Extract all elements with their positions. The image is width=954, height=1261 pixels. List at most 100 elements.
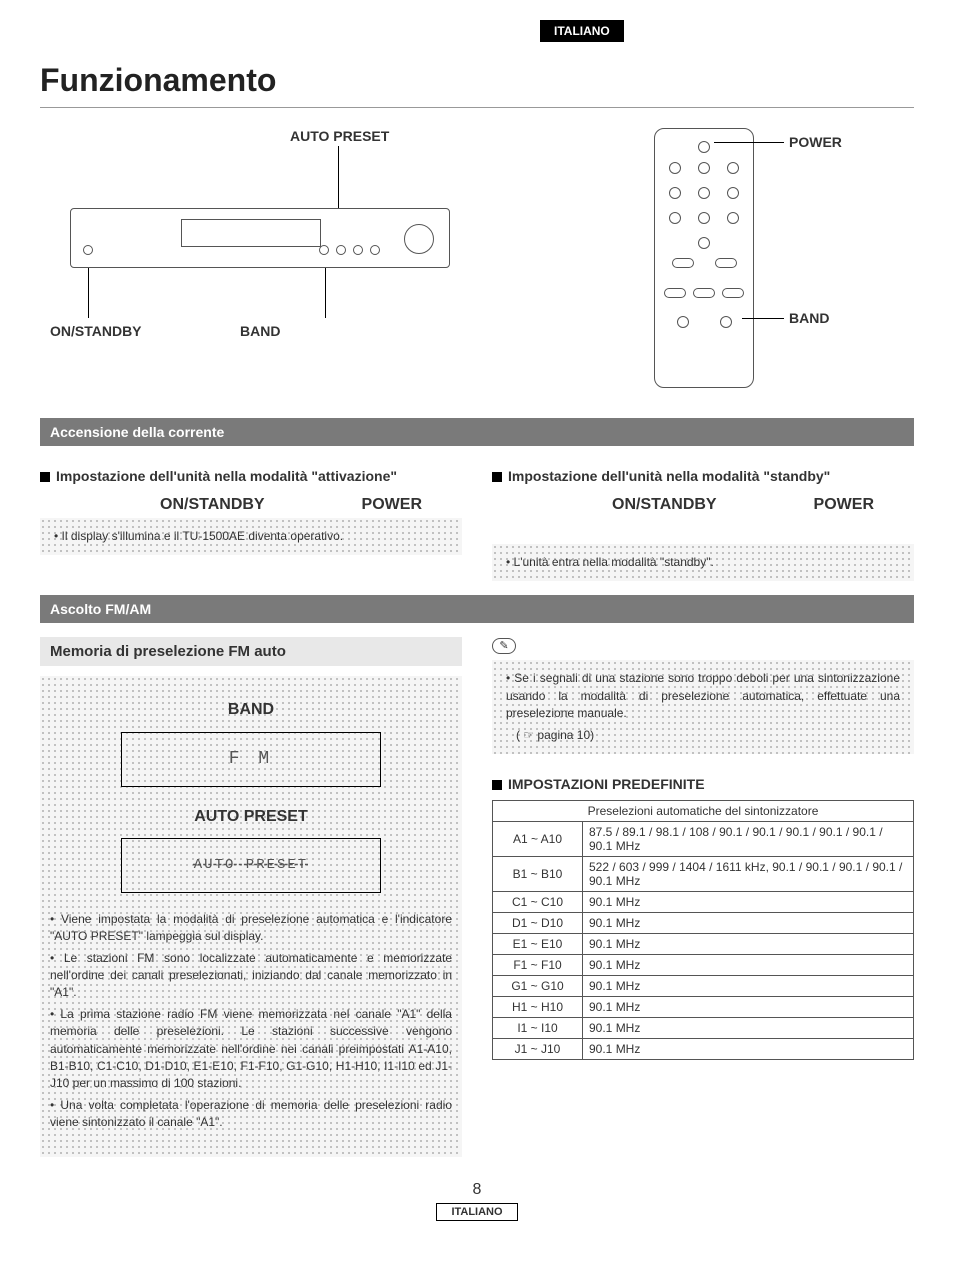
page-title: Funzionamento <box>40 62 914 99</box>
autopreset-bullets: Viene impostata la modalità di preselezi… <box>50 911 452 1132</box>
standby-actions: ON/STANDBY POWER <box>492 492 914 518</box>
preset-value-cell: 90.1 MHz <box>583 912 914 933</box>
action-on-standby: ON/STANDBY <box>160 496 265 514</box>
lang-tab-top: ITALIANO <box>540 20 624 42</box>
callout-on-standby: ON/STANDBY <box>50 323 142 339</box>
table-row: H1 ~ H1090.1 MHz <box>493 996 914 1017</box>
preset-value-cell: 90.1 MHz <box>583 996 914 1017</box>
memory-subtitle: Memoria di preselezione FM auto <box>40 637 462 666</box>
activation-heading-text: Impostazione dell'unità nella modalità "… <box>56 468 397 484</box>
section-bar-fmam: Ascolto FM/AM <box>40 595 914 623</box>
preset-range-cell: A1 ~ A10 <box>493 821 583 856</box>
table-row: C1 ~ C1090.1 MHz <box>493 891 914 912</box>
preset-range-cell: J1 ~ J10 <box>493 1038 583 1059</box>
device-tuning-knob <box>404 224 434 254</box>
callout-power: POWER <box>789 134 842 150</box>
table-row: B1 ~ B10522 / 603 / 999 / 1404 / 1611 kH… <box>493 856 914 891</box>
device-diagram: AUTO PRESET ON/STANDBY BAND <box>40 128 480 358</box>
action-power2: POWER <box>814 496 874 514</box>
autopreset-display-text: AUTO PRESET <box>194 855 308 875</box>
fmam-columns: Memoria di preselezione FM auto BAND F M… <box>40 637 914 1157</box>
standby-note-text: L'unità entra nella modalità "standby". <box>506 554 900 571</box>
device-small-btn4 <box>370 245 380 255</box>
table-row: G1 ~ G1090.1 MHz <box>493 975 914 996</box>
preset-range-cell: E1 ~ E10 <box>493 933 583 954</box>
page-ref: ( ☞ pagina 10) <box>506 727 900 744</box>
table-row: F1 ~ F1090.1 MHz <box>493 954 914 975</box>
page-number: 8 <box>40 1181 914 1199</box>
power-columns: Impostazione dell'unità nella modalità "… <box>40 460 914 581</box>
autopreset-display: AUTO PRESET <box>121 838 381 893</box>
preset-value-cell: 90.1 MHz <box>583 1038 914 1059</box>
standby-note: L'unità entra nella modalità "standby". <box>492 544 914 581</box>
title-rule <box>40 107 914 108</box>
activation-note: Il display s'illumina e il TU-1500AE div… <box>40 518 462 555</box>
table-row: E1 ~ E1090.1 MHz <box>493 933 914 954</box>
fmam-col-right: ✎ Se i segnali di una stazione sono trop… <box>492 637 914 1157</box>
preset-value-cell: 522 / 603 / 999 / 1404 / 1611 kHz, 90.1 … <box>583 856 914 891</box>
table-row: A1 ~ A1087.5 / 89.1 / 98.1 / 108 / 90.1 … <box>493 821 914 856</box>
fm-display: F M <box>121 732 381 787</box>
page-footer: 8 ITALIANO <box>40 1181 914 1221</box>
band-step-label: BAND <box>50 698 452 721</box>
autopreset-bullet-item: La prima stazione radio FM viene memoriz… <box>50 1006 452 1093</box>
autopreset-step-label: AUTO PRESET <box>50 805 452 828</box>
defaults-heading-text: IMPOSTAZIONI PREDEFINITE <box>508 776 705 792</box>
callout-line5 <box>742 318 784 319</box>
callout-line4 <box>714 142 784 143</box>
remote-diagram: POWER BAND <box>614 128 914 388</box>
callout-band: BAND <box>240 323 280 339</box>
remote-band-btn <box>722 288 744 298</box>
preset-value-cell: 90.1 MHz <box>583 933 914 954</box>
action-power: POWER <box>362 496 422 514</box>
callout-line2 <box>88 268 89 318</box>
preset-range-cell: F1 ~ F10 <box>493 954 583 975</box>
preset-value-cell: 90.1 MHz <box>583 891 914 912</box>
standby-heading-text: Impostazione dell'unità nella modalità "… <box>508 468 830 484</box>
preset-table: Preselezioni automatiche del sintonizzat… <box>492 800 914 1060</box>
activation-actions: ON/STANDBY POWER <box>40 492 462 518</box>
device-small-btn <box>319 245 329 255</box>
callout-line3 <box>325 268 326 318</box>
preset-value-cell: 87.5 / 89.1 / 98.1 / 108 / 90.1 / 90.1 /… <box>583 821 914 856</box>
remote-power-btn <box>698 141 710 153</box>
activation-heading: Impostazione dell'unità nella modalità "… <box>40 468 462 484</box>
preset-range-cell: D1 ~ D10 <box>493 912 583 933</box>
section-bar-power: Accensione della corrente <box>40 418 914 446</box>
remote-box <box>654 128 754 388</box>
standby-heading: Impostazione dell'unità nella modalità "… <box>492 468 914 484</box>
fmam-col-left: Memoria di preselezione FM auto BAND F M… <box>40 637 462 1157</box>
autopreset-bullet-item: Le stazioni FM sono localizzate automati… <box>50 950 452 1002</box>
preset-value-cell: 90.1 MHz <box>583 954 914 975</box>
pencil-note-icon: ✎ <box>492 638 516 654</box>
preset-value-cell: 90.1 MHz <box>583 975 914 996</box>
action-on-standby2: ON/STANDBY <box>612 496 717 514</box>
device-box <box>70 208 450 268</box>
autopreset-bullet-item: Una volta completata l'operazione di mem… <box>50 1097 452 1132</box>
weak-signal-note: Se i segnali di una stazione sono troppo… <box>492 660 914 754</box>
device-display-window <box>181 219 321 247</box>
preset-table-caption: Preselezioni automatiche del sintonizzat… <box>493 800 914 821</box>
preset-range-cell: G1 ~ G10 <box>493 975 583 996</box>
page-ref-text: pagina 10 <box>537 728 590 742</box>
defaults-heading: IMPOSTAZIONI PREDEFINITE <box>492 776 914 792</box>
table-row: I1 ~ I1090.1 MHz <box>493 1017 914 1038</box>
lang-tab-bottom: ITALIANO <box>436 1203 517 1221</box>
table-row: J1 ~ J1090.1 MHz <box>493 1038 914 1059</box>
preset-range-cell: H1 ~ H10 <box>493 996 583 1017</box>
power-col-right: Impostazione dell'unità nella modalità "… <box>492 460 914 581</box>
preset-range-cell: B1 ~ B10 <box>493 856 583 891</box>
callout-auto-preset: AUTO PRESET <box>290 128 389 144</box>
callout-line <box>338 146 339 216</box>
activation-note-text: Il display s'illumina e il TU-1500AE div… <box>54 528 448 545</box>
table-row: D1 ~ D1090.1 MHz <box>493 912 914 933</box>
preset-range-cell: C1 ~ C10 <box>493 891 583 912</box>
weak-signal-note-text: Se i segnali di una stazione sono troppo… <box>506 670 900 722</box>
device-power-knob <box>83 245 93 255</box>
diagrams-row: AUTO PRESET ON/STANDBY BAND P <box>40 128 914 388</box>
callout-remote-band: BAND <box>789 310 829 326</box>
device-small-btn2 <box>336 245 346 255</box>
power-col-left: Impostazione dell'unità nella modalità "… <box>40 460 462 581</box>
preset-range-cell: I1 ~ I10 <box>493 1017 583 1038</box>
preset-value-cell: 90.1 MHz <box>583 1017 914 1038</box>
